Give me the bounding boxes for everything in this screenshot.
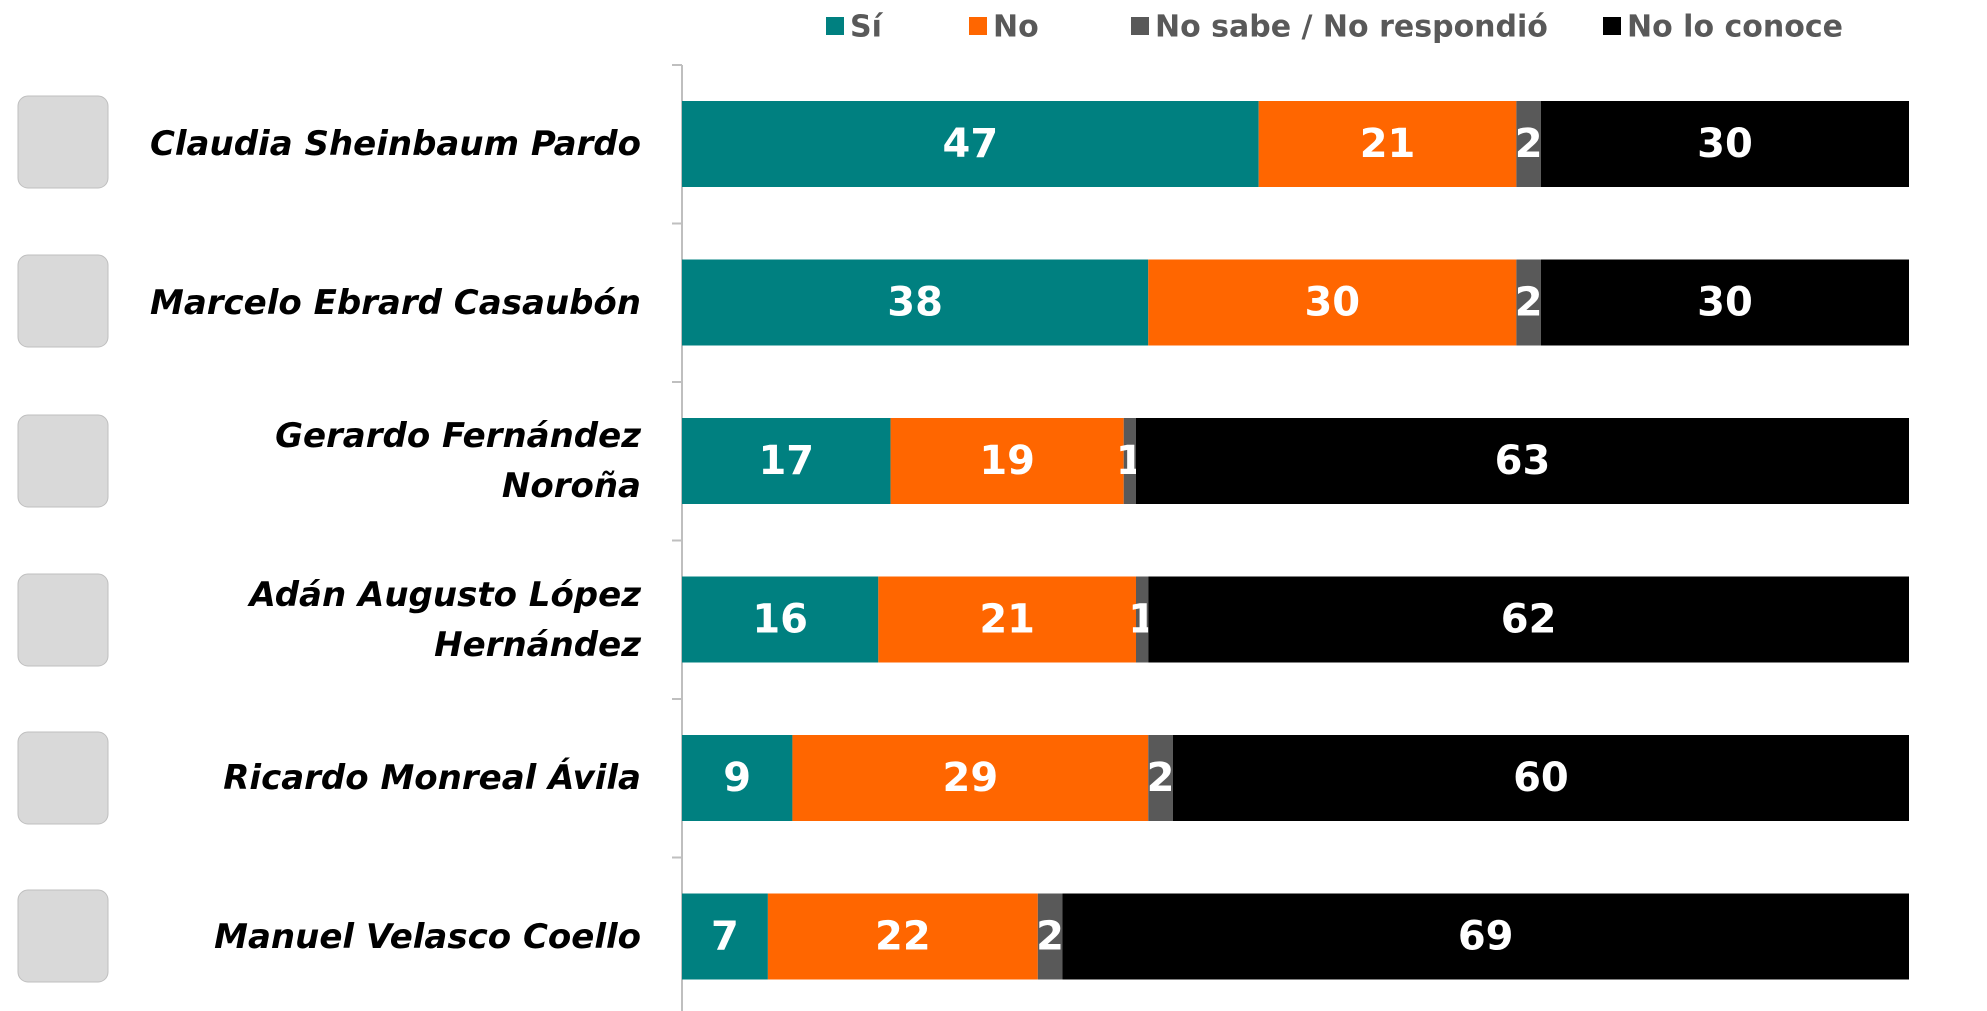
value-label: 2 — [1036, 914, 1064, 960]
category-label: Ricardo Monreal Ávila — [141, 753, 641, 803]
value-label: 60 — [1513, 755, 1569, 801]
legend-swatch — [969, 17, 987, 35]
value-label: 7 — [711, 914, 739, 960]
legend-label: No sabe / No respondió — [1155, 10, 1548, 45]
category-label: Marcelo Ebrard Casaubón — [141, 278, 641, 328]
value-label: 2 — [1515, 121, 1543, 167]
value-label: 29 — [943, 755, 999, 801]
value-label: 30 — [1697, 121, 1753, 167]
value-label: 62 — [1501, 597, 1557, 643]
page: Sí No No sabe / No respondió No lo conoce 47… — [0, 0, 1987, 1011]
category-label: Adán Augusto López Hernández — [141, 570, 641, 670]
value-label: 47 — [943, 121, 999, 167]
photo — [18, 415, 108, 507]
value-label: 21 — [979, 597, 1035, 643]
value-label: 63 — [1495, 438, 1551, 484]
legend-swatch — [1603, 17, 1621, 35]
value-label: 30 — [1697, 280, 1753, 326]
legend-label: No lo conoce — [1627, 10, 1843, 45]
legend-label: No — [993, 10, 1039, 45]
photo — [18, 890, 108, 982]
value-label: 38 — [887, 280, 943, 326]
value-label: 2 — [1147, 755, 1175, 801]
value-label: 17 — [758, 438, 814, 484]
value-label: 22 — [875, 914, 931, 960]
value-label: 21 — [1360, 121, 1416, 167]
photo — [18, 574, 108, 666]
category-label: Gerardo Fernández Noroña — [141, 411, 641, 511]
photo — [18, 96, 108, 188]
category-label: Claudia Sheinbaum Pardo — [141, 119, 641, 169]
category-label: Manuel Velasco Coello — [141, 912, 641, 962]
legend-swatch — [826, 17, 844, 35]
photo — [18, 732, 108, 824]
legend-label: Sí — [850, 10, 884, 45]
value-label: 2 — [1515, 280, 1543, 326]
legend-swatch — [1131, 17, 1149, 35]
value-label: 69 — [1458, 914, 1514, 960]
photo — [18, 255, 108, 347]
value-label: 19 — [979, 438, 1035, 484]
value-label: 16 — [752, 597, 808, 643]
value-label: 30 — [1304, 280, 1360, 326]
photos — [18, 96, 108, 982]
value-label: 9 — [723, 755, 751, 801]
